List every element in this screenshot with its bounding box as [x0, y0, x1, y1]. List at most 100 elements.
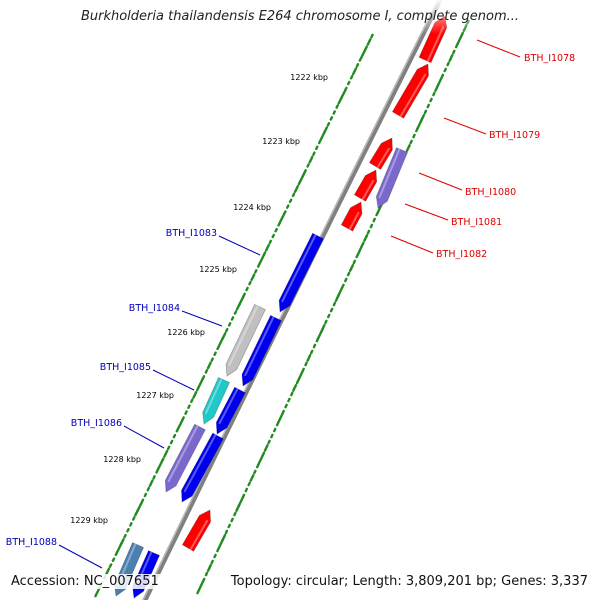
gc-dot: [172, 433, 177, 439]
gc-dot: [196, 589, 200, 595]
gene-reverse-2-shine: [244, 316, 275, 377]
gc-dot: [134, 508, 140, 517]
gc-dot: [129, 522, 133, 527]
gene-bth-i1083: [278, 232, 324, 313]
gc-dot: [334, 294, 340, 302]
map-title: Burkholderia thailandensis E264 chromoso…: [80, 9, 520, 24]
gc-dot: [316, 328, 324, 340]
gc-dot: [233, 511, 237, 517]
gc-dot: [217, 538, 225, 550]
leader-line: [404, 203, 449, 221]
gene-reverse-2: [241, 314, 282, 387]
gc-dot: [114, 551, 119, 557]
leader-line: [443, 117, 487, 135]
leader-line: [218, 235, 261, 256]
kbp-label: 1227 kbp: [136, 391, 174, 400]
gc-dot: [319, 130, 326, 142]
gc-dot: [224, 327, 229, 333]
gene-bth-i1079-shine: [399, 73, 427, 118]
gc-dot: [291, 192, 296, 198]
gc-dot: [245, 286, 249, 292]
gc-dot: [273, 427, 277, 433]
gc-dot: [216, 547, 220, 553]
gc-dot: [249, 474, 255, 482]
gc-dot: [152, 475, 156, 480]
leader-line: [58, 544, 103, 569]
gc-dot: [192, 391, 198, 399]
gene-label: BTH_I1084: [129, 303, 180, 314]
gene-bth-i1082-shine: [348, 211, 360, 230]
gc-dot: [176, 418, 184, 430]
gc-dot: [363, 234, 369, 242]
gc-dot: [197, 377, 205, 389]
gc-dot: [274, 227, 278, 233]
gene-bth-i1081-shine: [361, 179, 375, 200]
kbp-label: 1222 kbp: [290, 73, 328, 82]
gc-dot: [375, 211, 379, 217]
gc-dot: [304, 361, 308, 367]
gc-dot: [306, 163, 310, 168]
gc-dot: [372, 217, 376, 223]
gc-dot: [292, 384, 298, 392]
gc-dot: [268, 239, 272, 245]
gc-dot: [456, 34, 463, 46]
gc-dot: [293, 185, 299, 193]
gc-dot: [230, 517, 234, 523]
gc-dot: [315, 145, 319, 151]
gc-dot: [327, 313, 331, 319]
gc-dot: [267, 439, 271, 445]
gc-dot: [187, 404, 191, 409]
gene-reverse-4-shine: [183, 434, 217, 493]
gc-dot: [312, 151, 316, 157]
gene-bth-i1079: [391, 63, 429, 119]
gc-dot: [146, 486, 151, 492]
gc-dot: [434, 84, 440, 92]
gene-bth-i1081: [353, 169, 378, 202]
gc-dot: [426, 103, 430, 109]
gc-dot: [315, 337, 320, 343]
gc-dot: [277, 221, 281, 227]
leader-line: [390, 235, 434, 254]
gene-bth-i1084-shine: [227, 305, 259, 367]
kbp-label: 1225 kbp: [199, 265, 237, 274]
gene-forward-lower-shine: [189, 519, 209, 551]
gc-dot: [227, 523, 232, 529]
gc-dot: [332, 301, 337, 307]
kbp-label: 1223 kbp: [262, 137, 300, 146]
gc-dot: [349, 264, 354, 272]
gene-bth-i1080: [368, 137, 393, 170]
gc-dot: [287, 397, 291, 403]
gene-bth-i1084: [225, 303, 266, 377]
gc-dot: [206, 564, 212, 572]
gc-dot: [175, 428, 180, 433]
gc-dot: [195, 386, 200, 392]
gc-dot: [166, 445, 171, 451]
gc-dot: [295, 379, 300, 385]
gc-dot: [312, 343, 317, 349]
gc-dot: [247, 481, 251, 487]
gene-track: [114, 15, 448, 599]
gc-dot: [197, 580, 205, 592]
gc-dot: [257, 454, 264, 466]
leader-line: [152, 369, 195, 391]
gc-dot: [446, 61, 450, 67]
gc-dot: [443, 67, 447, 73]
gc-dot: [277, 412, 284, 424]
gc-dot: [352, 67, 358, 76]
gc-dot: [190, 398, 194, 404]
gc-dot: [429, 97, 433, 103]
gc-dot: [131, 516, 136, 521]
gc-track-inner: [94, 33, 374, 598]
gc-dot: [275, 421, 280, 427]
gene-label: BTH_I1086: [71, 418, 122, 429]
gc-dot: [163, 449, 169, 458]
gc-dot: [432, 91, 436, 97]
gc-dot: [352, 259, 356, 265]
gc-dot: [355, 63, 360, 68]
gc-dot: [370, 33, 374, 39]
gc-dot: [366, 38, 372, 46]
gc-dot: [332, 110, 336, 115]
gc-dot: [297, 180, 302, 186]
gene-forward-lower: [181, 509, 212, 552]
